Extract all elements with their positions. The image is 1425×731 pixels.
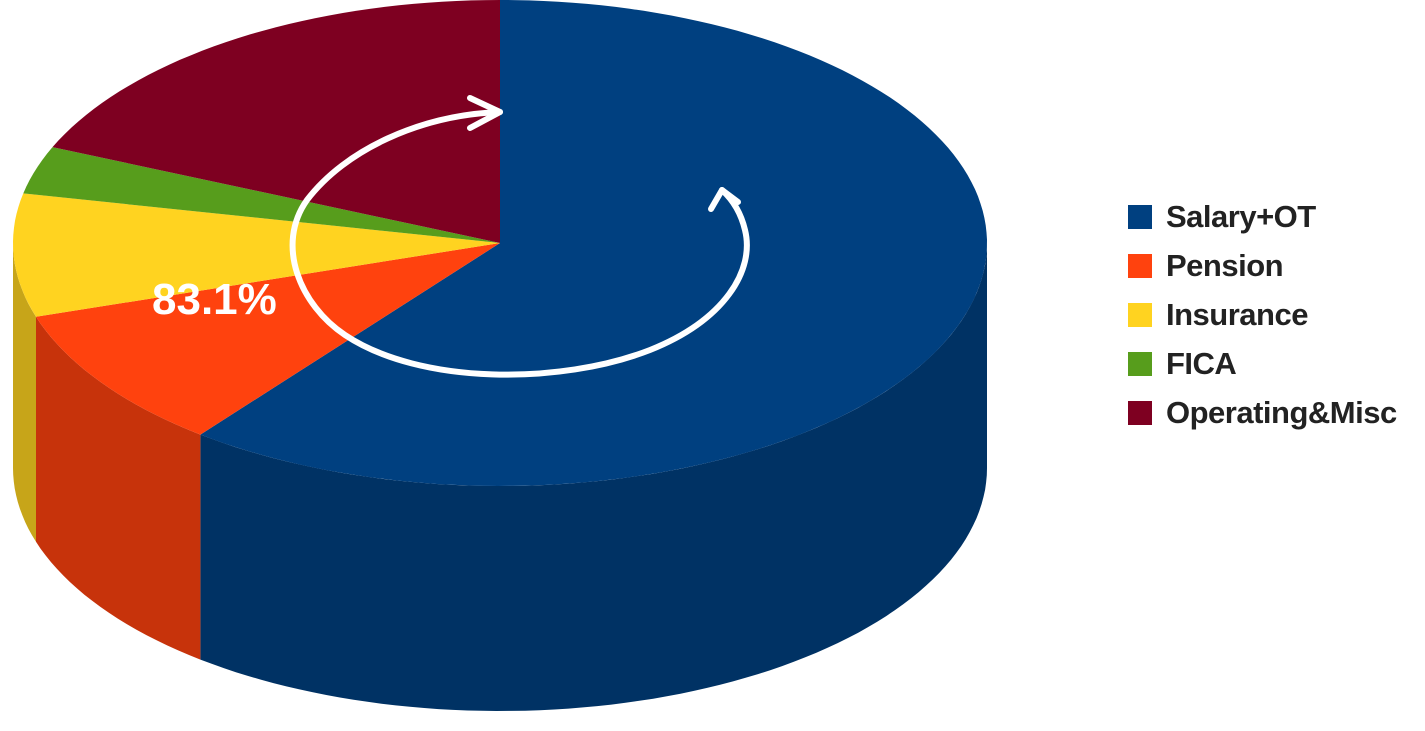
legend-item-pension: Pension: [1128, 241, 1397, 290]
legend: Salary+OT Pension Insurance FICA Operating&M…: [1128, 192, 1397, 437]
pie-side-insurance: [13, 243, 36, 542]
pie-slice-fica: [23, 147, 501, 243]
legend-label: FICA: [1166, 345, 1237, 381]
annotation-arrow: [289, 95, 750, 378]
pie-slice-salary-ot: [200, 0, 987, 486]
legend-item-operating-misc: Operating&Misc: [1128, 388, 1397, 437]
legend-swatch: [1128, 351, 1152, 376]
legend-label: Operating&Misc: [1166, 394, 1397, 430]
legend-swatch: [1128, 400, 1152, 425]
legend-label: Insurance: [1166, 296, 1308, 332]
pie-slice-pension: [36, 243, 500, 435]
legend-swatch: [1128, 253, 1152, 278]
legend-swatch: [1128, 302, 1152, 327]
annotation-label: 83.1%: [152, 275, 277, 324]
pie-side-salary-ot: [200, 243, 987, 711]
pie-slice-operating-misc: [52, 0, 500, 243]
legend-label: Pension: [1166, 247, 1284, 283]
legend-swatch: [1128, 204, 1152, 229]
legend-item-salary-ot: Salary+OT: [1128, 192, 1397, 241]
pie-slice-insurance: [13, 193, 500, 317]
pie-side-pension: [36, 316, 201, 660]
legend-label: Salary+OT: [1166, 198, 1316, 234]
pie-sides: [13, 243, 987, 711]
legend-item-insurance: Insurance: [1128, 290, 1397, 339]
pie-tops: [13, 0, 987, 486]
legend-item-fica: FICA: [1128, 339, 1397, 388]
